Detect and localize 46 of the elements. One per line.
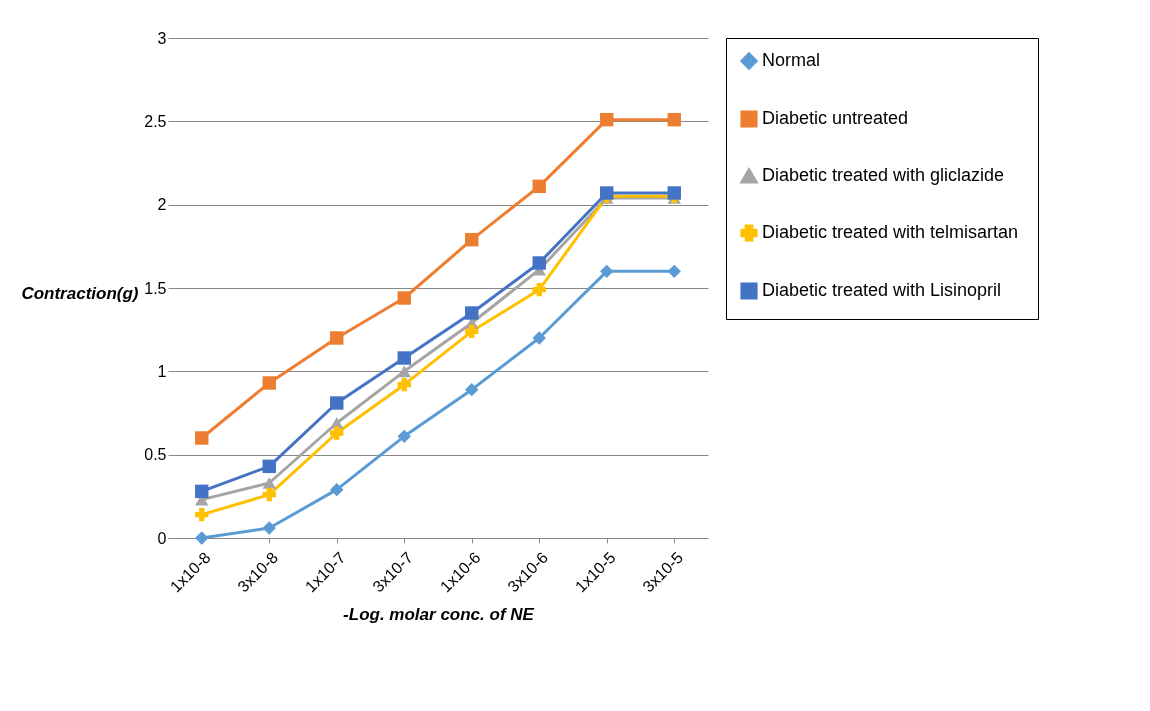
point <box>397 351 411 365</box>
point <box>667 186 681 200</box>
legend-label: Diabetic treated with telmisartan <box>762 222 1019 242</box>
point <box>195 531 209 545</box>
y-tick-label: 0 <box>157 529 167 547</box>
point <box>532 282 546 297</box>
point <box>330 396 344 410</box>
y-tick-label: 1 <box>157 362 167 380</box>
point <box>532 256 546 270</box>
point <box>262 459 276 474</box>
x-axis-title: -Log. molar conc. of NE <box>343 605 535 625</box>
point <box>262 477 276 489</box>
point <box>195 484 209 499</box>
legend-label: Diabetic treated with Lisinopril <box>762 280 1002 300</box>
y-tick-label: 1.5 <box>144 279 167 297</box>
point <box>195 431 209 445</box>
legend-label: Normal <box>762 50 821 70</box>
point <box>397 377 411 392</box>
legend-label: Diabetic treated with gliclazide <box>762 165 1005 185</box>
point <box>465 324 479 339</box>
point <box>600 112 614 127</box>
point <box>667 112 681 127</box>
point <box>262 521 276 535</box>
y-tick-label: 0.5 <box>144 446 167 464</box>
point <box>330 482 344 497</box>
point <box>262 376 276 390</box>
point <box>465 232 479 247</box>
y-axis-title: Contraction(g) <box>21 283 139 303</box>
y-tick-label: 2 <box>157 196 167 214</box>
point <box>465 306 479 320</box>
point <box>195 507 209 522</box>
y-tick-label: 3 <box>157 29 167 47</box>
point <box>397 291 411 305</box>
point <box>600 264 614 279</box>
point <box>532 331 546 345</box>
point <box>330 331 344 345</box>
point <box>397 429 411 444</box>
point <box>262 487 276 502</box>
point <box>532 179 546 194</box>
point <box>667 264 681 279</box>
point <box>330 426 344 440</box>
point <box>397 365 411 378</box>
point <box>600 186 614 200</box>
point <box>465 382 479 397</box>
y-tick-label: 2.5 <box>144 112 167 130</box>
legend-label: Diabetic untreated <box>762 108 909 128</box>
